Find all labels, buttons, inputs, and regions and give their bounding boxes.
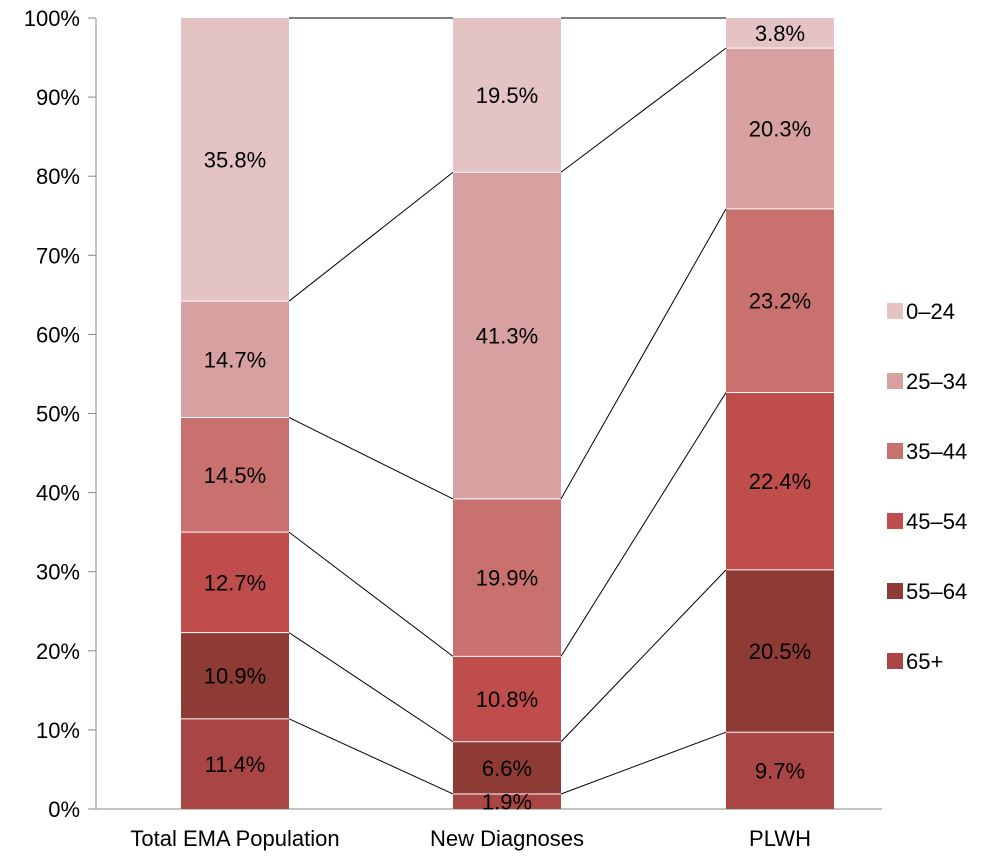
data-label: 6.6% xyxy=(482,756,532,781)
data-label: 35.8% xyxy=(204,148,266,173)
y-tick-label: 40% xyxy=(36,481,80,506)
data-label: 19.5% xyxy=(476,83,538,108)
bar-segment xyxy=(453,793,561,809)
bar-segment xyxy=(726,569,834,733)
bar-segment xyxy=(453,172,561,499)
series-connector-line xyxy=(288,417,454,500)
legend-label: 55–64 xyxy=(906,579,967,604)
bar-segment xyxy=(181,417,289,533)
legend-label: 65+ xyxy=(906,649,943,674)
data-label: 22.4% xyxy=(749,469,811,494)
bar-segment xyxy=(726,208,834,393)
legend-swatch xyxy=(887,653,903,669)
bar-segment xyxy=(181,718,289,809)
data-label: 1.9% xyxy=(482,789,532,814)
series-connector-line xyxy=(560,208,727,500)
y-tick-label: 70% xyxy=(36,243,80,268)
legend-swatch xyxy=(887,443,903,459)
series-connector-line xyxy=(560,731,727,795)
bar-segment xyxy=(453,498,561,657)
legend-label: 25–34 xyxy=(906,369,967,394)
y-tick-label: 100% xyxy=(24,6,80,31)
y-tick-label: 30% xyxy=(36,560,80,585)
series-connector-line xyxy=(288,718,454,795)
bar-segment xyxy=(726,732,834,809)
bar-segment xyxy=(453,18,561,173)
bar-segment xyxy=(181,632,289,719)
legend-swatch xyxy=(887,303,903,319)
data-label: 20.3% xyxy=(749,116,811,141)
data-label: 3.8% xyxy=(755,21,805,46)
data-label: 14.5% xyxy=(204,463,266,488)
legend-label: 45–54 xyxy=(906,509,967,534)
series-connector-line xyxy=(560,569,727,743)
series-connector-line xyxy=(288,171,454,302)
y-tick-label: 0% xyxy=(48,797,80,822)
y-tick-label: 80% xyxy=(36,164,80,189)
legend-swatch xyxy=(887,373,903,389)
data-label: 23.2% xyxy=(749,289,811,314)
x-category-label: PLWH xyxy=(749,826,811,851)
series-connector-line xyxy=(288,632,454,743)
y-tick-label: 50% xyxy=(36,402,80,427)
data-label: 11.4% xyxy=(205,752,266,777)
series-connector-line xyxy=(560,47,727,173)
y-tick-label: 20% xyxy=(36,639,80,664)
bar-segment xyxy=(726,48,834,209)
bar-segment xyxy=(181,301,289,418)
y-tick-label: 60% xyxy=(36,322,80,347)
y-tick-label: 90% xyxy=(36,85,80,110)
data-label: 10.9% xyxy=(204,664,266,689)
bar-segment xyxy=(181,532,289,633)
data-label: 20.5% xyxy=(749,639,811,664)
series-connector-line xyxy=(288,531,454,657)
data-label: 19.9% xyxy=(476,566,538,591)
legend-swatch xyxy=(887,583,903,599)
x-category-label: New Diagnoses xyxy=(430,826,584,851)
legend-label: 35–44 xyxy=(906,439,967,464)
bar-segment xyxy=(726,18,834,49)
legend-swatch xyxy=(887,513,903,529)
x-category-label: Total EMA Population xyxy=(130,826,339,851)
bar-segment xyxy=(726,392,834,570)
bar-segment xyxy=(181,18,289,302)
bar-segment xyxy=(453,741,561,794)
data-label: 12.7% xyxy=(204,570,266,595)
data-label: 10.8% xyxy=(476,687,538,712)
series-connector-line xyxy=(560,392,727,657)
data-label: 14.7% xyxy=(204,347,266,372)
data-label: 41.3% xyxy=(476,324,538,349)
data-label: 9.7% xyxy=(755,759,805,784)
legend-label: 0–24 xyxy=(906,299,955,324)
bar-segment xyxy=(453,656,561,742)
y-tick-label: 10% xyxy=(36,718,80,743)
